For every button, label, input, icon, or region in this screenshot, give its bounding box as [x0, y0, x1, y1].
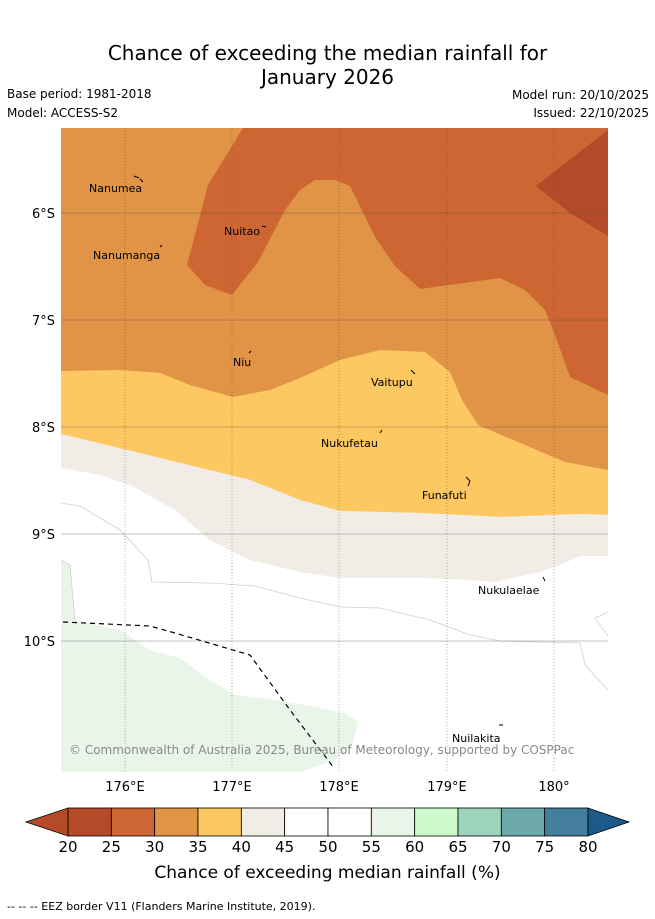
lon-label-180: 180°: [538, 780, 569, 795]
band-25-30: [187, 128, 608, 395]
colorbar-segment: [327, 807, 372, 837]
place-nukulaelae: Nukulaelae: [478, 584, 540, 597]
place-nanumanga: Nanumanga: [93, 249, 160, 262]
lat-label-10s: 10°S: [24, 635, 55, 650]
model-run: Model run: 20/10/2025: [511, 88, 649, 102]
place-nuilakita: Nuilakita: [452, 732, 501, 745]
colorbar-segment: [67, 807, 112, 837]
eez-border: [62, 621, 335, 769]
lon-label-179e: 179°E: [427, 780, 467, 795]
issued-date: Issued: 22/10/2025: [533, 106, 649, 120]
colorbar: [24, 807, 631, 837]
colorbar-tick-label: 30: [145, 838, 165, 856]
place-nukufetau: Nukufetau: [321, 437, 378, 450]
colorbar-tick-label: 25: [101, 838, 121, 856]
place-vaitupu: Vaitupu: [371, 376, 413, 389]
lat-label-7s: 7°S: [32, 314, 55, 329]
colorbar-segment: [110, 807, 156, 837]
colorbar-title: Chance of exceeding median rainfall (%): [154, 863, 501, 883]
band-20-25: [536, 130, 608, 236]
lon-label-176e: 176°E: [105, 780, 145, 795]
copyright-notice: © Commonwealth of Australia 2025, Bureau…: [69, 743, 574, 757]
lon-label-178e: 178°E: [319, 780, 359, 795]
colorbar-segment: [414, 807, 459, 837]
colorbar-extend-high: [587, 807, 631, 837]
colorbar-extend-low: [24, 807, 69, 837]
colorbar-segment: [457, 807, 502, 837]
colorbar-tick-label: 80: [578, 838, 598, 856]
place-niu: Niu: [233, 356, 251, 369]
colorbar-segment: [500, 807, 546, 837]
colorbar-segment: [544, 807, 589, 837]
lon-label-177e: 177°E: [212, 780, 252, 795]
colorbar-tick-label: 60: [405, 838, 425, 856]
colorbar-segment: [197, 807, 242, 837]
place-funafuti: Funafuti: [422, 489, 467, 502]
colorbar-segment: [154, 807, 199, 837]
lat-label-8s: 8°S: [32, 421, 55, 436]
page-title-line1: Chance of exceeding the median rainfall …: [107, 41, 548, 65]
colorbar-tick-label: 50: [318, 838, 338, 856]
colorbar-tick-label: 65: [448, 838, 468, 856]
band-40-45: [61, 434, 608, 582]
lat-label-9s: 9°S: [32, 528, 55, 543]
colorbar-tick-label: 35: [188, 838, 208, 856]
colorbar-segment: [240, 807, 286, 837]
colorbar-tick-label: 75: [535, 838, 555, 856]
place-nuitao: Nuitao: [224, 225, 260, 238]
colorbar-tick-label: 45: [275, 838, 295, 856]
lat-label-6s: 6°S: [32, 207, 55, 222]
page-title-line2: January 2026: [260, 65, 395, 89]
colorbar-segment: [370, 807, 416, 837]
model-name: Model: ACCESS-S2: [7, 106, 119, 120]
eez-legend-note: -- -- -- EEZ border V11 (Flanders Marine…: [7, 900, 316, 913]
colorbar-tick-label: 40: [231, 838, 251, 856]
colorbar-segment: [284, 807, 329, 837]
colorbar-tick-label: 70: [491, 838, 511, 856]
place-nanumea: Nanumea: [89, 182, 142, 195]
base-period: Base period: 1981-2018: [7, 87, 152, 101]
colorbar-tick-label: 20: [58, 838, 78, 856]
island-outlines: [133, 175, 546, 726]
colorbar-tick-label: 55: [361, 838, 381, 856]
band-55-60: [61, 560, 358, 772]
